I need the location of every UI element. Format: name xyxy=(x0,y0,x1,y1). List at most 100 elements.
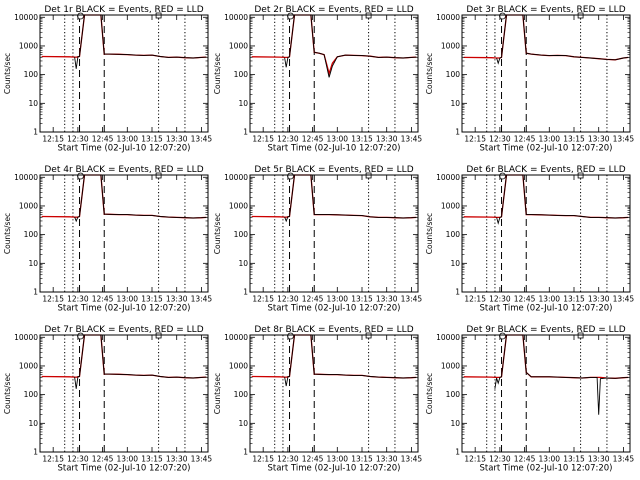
x-axis-label: Start Time (02-Jul-10 12:07:20) xyxy=(268,144,401,154)
y-tick-label: 1 xyxy=(455,288,460,297)
y-tick-label: 10000 xyxy=(224,333,248,342)
y-tick-label: 1000 xyxy=(19,361,38,370)
series-line-lld xyxy=(41,14,207,59)
x-tick-label: 12:45 xyxy=(302,135,324,144)
x-tick-label: 13:00 xyxy=(116,455,138,464)
y-tick-label: 1 xyxy=(33,288,38,297)
x-tick-label: 12:30 xyxy=(489,135,511,144)
y-tick-label: 100 xyxy=(234,230,249,239)
x-tick-label: 13:15 xyxy=(141,455,163,464)
series-line-events xyxy=(496,174,629,225)
y-tick-label: 10 xyxy=(238,99,248,108)
panel-title: Det 9r BLACK = Events, RED = LLD xyxy=(466,325,625,335)
x-tick-label: 13:30 xyxy=(376,455,398,464)
x-tick-label: 13:45 xyxy=(191,295,213,304)
x-tick-label: 13:45 xyxy=(401,455,423,464)
y-axis-label: Counts/sec xyxy=(425,373,434,414)
x-tick-label: 12:30 xyxy=(67,455,89,464)
x-tick-label: 12:15 xyxy=(252,135,274,144)
x-tick-label: 12:15 xyxy=(42,295,64,304)
y-tick-label: 100 xyxy=(234,70,249,79)
y-tick-label: 100 xyxy=(24,70,39,79)
y-axis-label: Counts/sec xyxy=(3,53,12,94)
series-line-events xyxy=(494,334,629,415)
panel-title: Det 1r BLACK = Events, RED = LLD xyxy=(44,5,203,15)
x-tick-label: 13:00 xyxy=(538,135,560,144)
y-axis-label: Counts/sec xyxy=(425,213,434,254)
panel-title: Det 3r BLACK = Events, RED = LLD xyxy=(466,5,625,15)
series-line-events xyxy=(284,14,417,78)
x-axis-label: Start Time (02-Jul-10 12:07:20) xyxy=(480,464,613,474)
x-tick-label: 12:45 xyxy=(92,455,114,464)
x-tick-label: 13:45 xyxy=(191,135,213,144)
x-tick-label: 13:30 xyxy=(166,455,188,464)
x-tick-label: 12:15 xyxy=(464,135,486,144)
series-line-events xyxy=(284,174,417,223)
panel-title: Det 5r BLACK = Events, RED = LLD xyxy=(254,165,413,175)
panel-title: Det 7r BLACK = Events, RED = LLD xyxy=(44,325,203,335)
detector-panel: 1 10 100 1000 10000 12:15 12:30 12:45 13:00 13:15… xyxy=(425,165,634,314)
series-line-lld xyxy=(41,174,207,219)
y-tick-label: 10000 xyxy=(14,13,38,22)
y-tick-label: 1000 xyxy=(229,41,248,50)
series-line-lld xyxy=(463,334,629,379)
x-tick-label: 13:15 xyxy=(141,295,163,304)
y-tick-label: 1000 xyxy=(441,41,460,50)
x-axis-label: Start Time (02-Jul-10 12:07:20) xyxy=(58,464,191,474)
x-tick-label: 12:30 xyxy=(277,135,299,144)
y-axis-label: Counts/sec xyxy=(213,373,222,414)
x-tick-label: 13:15 xyxy=(351,135,373,144)
x-tick-label: 12:15 xyxy=(252,295,274,304)
plot-frame xyxy=(39,174,209,293)
series-line-events xyxy=(74,334,207,389)
plot-frame xyxy=(249,14,419,133)
y-tick-label: 1000 xyxy=(229,201,248,210)
y-tick-label: 100 xyxy=(446,70,461,79)
y-tick-label: 10 xyxy=(238,419,248,428)
plot-frame xyxy=(461,14,631,133)
x-tick-label: 13:30 xyxy=(588,455,610,464)
x-tick-label: 13:45 xyxy=(613,135,635,144)
series-line-lld xyxy=(251,174,417,219)
panel-title: Det 4r BLACK = Events, RED = LLD xyxy=(44,165,203,175)
series-line-lld xyxy=(251,334,417,379)
x-tick-label: 12:45 xyxy=(92,295,114,304)
x-tick-label: 13:15 xyxy=(563,295,585,304)
detector-panel: 1 10 100 1000 10000 12:15 12:30 12:45 13:00 13:15… xyxy=(425,325,634,474)
detector-panel: 1 10 100 1000 10000 12:15 12:30 12:45 13:00 13:15… xyxy=(213,165,422,314)
y-tick-label: 10000 xyxy=(224,13,248,22)
x-axis-label: Start Time (02-Jul-10 12:07:20) xyxy=(58,144,191,154)
plot-frame xyxy=(249,334,419,453)
x-tick-label: 12:45 xyxy=(302,295,324,304)
y-tick-label: 100 xyxy=(24,390,39,399)
x-axis-label: Start Time (02-Jul-10 12:07:20) xyxy=(268,304,401,314)
y-tick-label: 10000 xyxy=(436,333,460,342)
x-tick-label: 13:30 xyxy=(166,295,188,304)
y-axis-label: Counts/sec xyxy=(3,213,12,254)
y-tick-label: 1 xyxy=(243,288,248,297)
y-tick-label: 10000 xyxy=(436,173,460,182)
y-tick-label: 10 xyxy=(28,259,38,268)
y-axis-label: Counts/sec xyxy=(3,373,12,414)
x-tick-label: 12:45 xyxy=(514,455,536,464)
y-tick-label: 10 xyxy=(450,99,460,108)
y-tick-label: 1 xyxy=(33,448,38,457)
y-tick-label: 1 xyxy=(33,128,38,137)
y-tick-label: 1 xyxy=(243,128,248,137)
y-tick-label: 100 xyxy=(234,390,249,399)
panel-title: Det 8r BLACK = Events, RED = LLD xyxy=(254,325,413,335)
x-tick-label: 12:30 xyxy=(67,135,89,144)
x-tick-label: 12:30 xyxy=(67,295,89,304)
y-tick-label: 10000 xyxy=(224,173,248,182)
x-tick-label: 12:30 xyxy=(489,455,511,464)
plot-frame xyxy=(461,334,631,453)
x-tick-label: 13:30 xyxy=(588,135,610,144)
x-tick-label: 12:45 xyxy=(514,135,536,144)
y-tick-label: 100 xyxy=(24,230,39,239)
x-tick-label: 13:00 xyxy=(326,295,348,304)
y-axis-label: Counts/sec xyxy=(425,53,434,94)
x-tick-label: 12:15 xyxy=(464,295,486,304)
y-tick-label: 1 xyxy=(455,128,460,137)
y-tick-label: 10 xyxy=(28,419,38,428)
